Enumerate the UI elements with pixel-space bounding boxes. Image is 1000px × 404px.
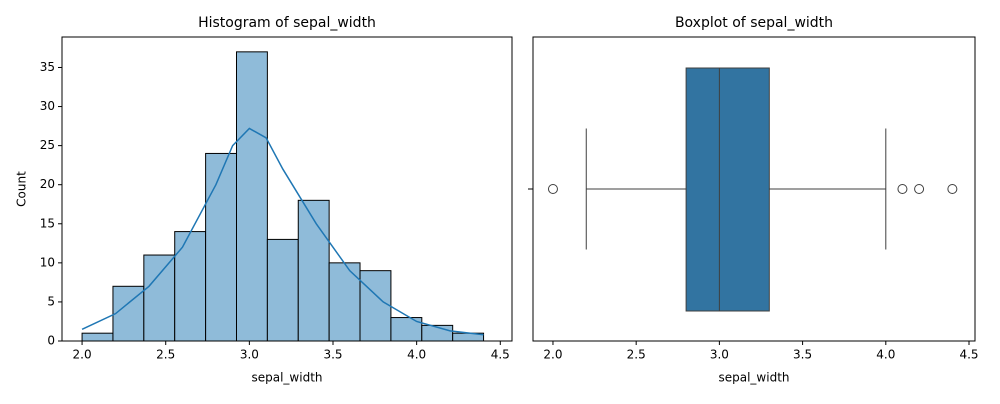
- x-axis-label: sepal_width: [251, 371, 322, 385]
- y-tick-label: 10: [40, 255, 55, 269]
- bar: [266, 238, 299, 342]
- x-tick-label: 2.5: [156, 348, 175, 362]
- x-tick-label: 3.5: [323, 348, 342, 362]
- x-tick-label: 4.5: [491, 348, 510, 362]
- x-tick-label: 2.5: [627, 348, 646, 362]
- x-tick-label: 2.0: [543, 348, 562, 362]
- x-tick-label: 2.0: [73, 348, 92, 362]
- y-axis-label: Count: [15, 171, 29, 207]
- plot-frame: [532, 36, 976, 342]
- outlier: [914, 184, 925, 194]
- kde-line: [81, 127, 484, 336]
- bar: [297, 199, 330, 342]
- bar: [81, 332, 114, 342]
- x-tick-label: 4.0: [876, 348, 895, 362]
- y-tick-label: 25: [40, 138, 55, 152]
- x-tick-label: 4.5: [959, 348, 978, 362]
- chart-title: Boxplot of sepal_width: [675, 15, 833, 31]
- y-tick-label: 30: [40, 99, 55, 113]
- y-tick-label: 0: [47, 334, 55, 348]
- x-tick-label: 3.0: [240, 348, 259, 362]
- bar: [205, 152, 237, 342]
- y-tick-label: 5: [47, 294, 55, 308]
- y-tick-label: 35: [40, 60, 55, 74]
- outlier: [947, 184, 958, 194]
- x-tick-label: 4.0: [407, 348, 426, 362]
- bar: [235, 51, 268, 342]
- x-tick-label: 3.5: [793, 348, 812, 362]
- plot-frame: [61, 36, 513, 342]
- chart-title: Histogram of sepal_width: [198, 15, 376, 31]
- bar: [359, 270, 392, 342]
- bar: [328, 262, 361, 342]
- box: [685, 67, 770, 312]
- bar: [143, 254, 176, 342]
- y-tick-label: 20: [40, 177, 55, 191]
- x-axis-label: sepal_width: [718, 371, 789, 385]
- x-tick-label: 3.0: [710, 348, 729, 362]
- outlier: [547, 184, 558, 194]
- bar: [174, 231, 207, 342]
- y-tick-label: 15: [40, 216, 55, 230]
- outlier: [897, 184, 908, 194]
